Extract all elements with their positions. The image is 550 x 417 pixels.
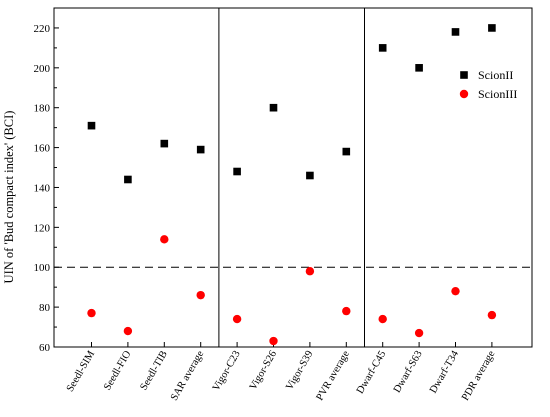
y-tick-label: 200 bbox=[34, 63, 51, 75]
point-scioniii bbox=[196, 290, 205, 300]
x-tick-label: Dwarf-S63 bbox=[392, 349, 425, 395]
point-scionii bbox=[342, 147, 351, 156]
point-scioniii bbox=[487, 310, 497, 320]
point-scioniii bbox=[232, 314, 242, 324]
point-scionii bbox=[87, 121, 96, 130]
legend-label-scionii: ScionII bbox=[478, 68, 513, 82]
legend-marker-scioniii bbox=[459, 89, 469, 99]
x-tick-label: Seedl-SIM bbox=[65, 348, 98, 393]
legend-marker-scionii bbox=[460, 71, 468, 79]
point-scioniii bbox=[305, 267, 315, 276]
point-scionii bbox=[160, 139, 169, 148]
x-tick-label: Dwarf-T34 bbox=[428, 348, 462, 395]
group-separators bbox=[218, 8, 365, 347]
axes bbox=[53, 7, 533, 348]
point-scionii bbox=[233, 167, 241, 176]
y-tick-label: 160 bbox=[34, 143, 51, 155]
point-scionii bbox=[269, 103, 278, 112]
y-tick-label: 180 bbox=[34, 103, 51, 115]
x-tick-label: Vigor-C23 bbox=[211, 349, 243, 393]
x-axis-ticks: Seedl-SIM Seedl-FIO Seedl-TIB SAR average Vi… bbox=[65, 342, 498, 403]
point-scionii bbox=[415, 64, 423, 72]
data-points bbox=[87, 24, 497, 346]
y-tick-label: 220 bbox=[34, 23, 51, 35]
point-scioniii bbox=[269, 336, 278, 346]
y-tick-label: 80 bbox=[39, 302, 51, 314]
plot-frame bbox=[53, 7, 533, 348]
point-scionii bbox=[488, 24, 496, 32]
x-tick-label: Seedl-FIO bbox=[102, 349, 134, 393]
point-scioniii bbox=[123, 326, 133, 336]
point-scioniii bbox=[451, 286, 460, 296]
legend: ScionII ScionIII bbox=[459, 68, 517, 101]
y-tick-label: 120 bbox=[34, 222, 51, 234]
point-scionii bbox=[124, 175, 132, 184]
point-scioniii bbox=[414, 328, 424, 338]
y-tick-label: 60 bbox=[39, 342, 51, 354]
point-scioniii bbox=[87, 308, 96, 318]
point-scionii bbox=[306, 171, 314, 180]
y-axis-label: UIN of 'Bud compact index' (BCI) bbox=[2, 111, 16, 284]
y-tick-label: 100 bbox=[34, 262, 51, 274]
x-tick-label: Dwarf-C45 bbox=[355, 349, 388, 396]
x-tick-label: PVR average bbox=[315, 349, 353, 403]
x-tick-label: PDR average bbox=[460, 349, 498, 403]
point-scioniii bbox=[378, 314, 387, 324]
point-scionii bbox=[196, 145, 205, 154]
point-scioniii bbox=[160, 235, 169, 244]
x-tick-label: Seedl-TIB bbox=[138, 349, 169, 392]
legend-label-scioniii: ScionIII bbox=[478, 87, 517, 101]
x-tick-label: Vigor-S26 bbox=[248, 349, 279, 392]
point-scioniii bbox=[342, 306, 351, 316]
y-axis-ticks: 60 80 100 120 140 160 180 200 220 bbox=[34, 23, 59, 354]
point-scionii bbox=[451, 28, 460, 36]
y-tick-label: 140 bbox=[34, 182, 51, 194]
x-tick-label: SAR average bbox=[169, 349, 207, 403]
x-tick-label: Vigor-S39 bbox=[284, 349, 315, 392]
point-scionii bbox=[378, 44, 387, 52]
